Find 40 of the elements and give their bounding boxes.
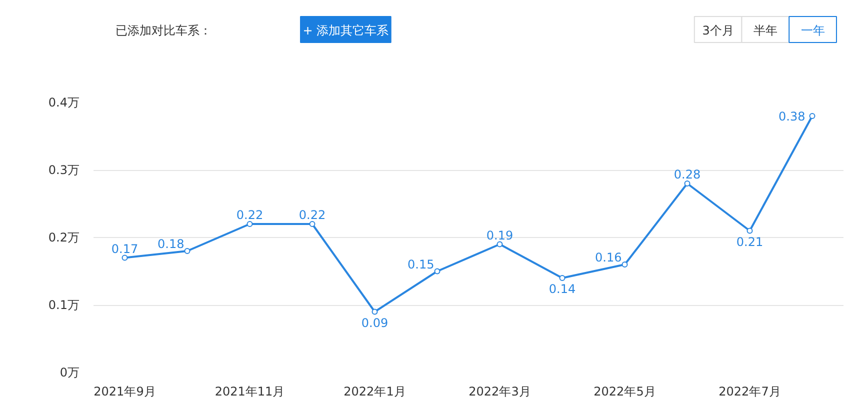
data-label: 0.22: [236, 208, 264, 222]
y-tick-label: 0万: [60, 366, 80, 380]
point: [309, 221, 316, 227]
y-tick-label: 0.3万: [48, 163, 80, 177]
point: [434, 268, 440, 274]
data-label: 0.21: [736, 234, 764, 249]
point: [184, 248, 190, 254]
text: 半年: [753, 24, 778, 38]
data-label: 0.18: [158, 237, 184, 251]
x-tick-label: 2022年7月: [718, 384, 781, 398]
data-label: 0.15: [408, 257, 434, 272]
point: [809, 113, 816, 119]
text: 3个月: [702, 24, 734, 38]
point: [372, 308, 378, 315]
x-tick-label: 2021年9月: [94, 384, 156, 398]
point: [684, 180, 690, 186]
data-label: 0.09: [361, 316, 388, 330]
x-tick-label: 2021年11月: [214, 384, 285, 398]
point: [122, 254, 128, 261]
data-label: 0.16: [595, 250, 622, 264]
y-tick-label: 0.2万: [48, 230, 80, 244]
point: [746, 228, 753, 234]
text: + 添加其它车系: [302, 24, 389, 38]
y-tick-label: 0.4万: [48, 96, 80, 110]
text: 已添加对比车系：: [115, 24, 212, 38]
x-tick-label: 2022年1月: [344, 384, 406, 398]
data-label: 0.22: [298, 208, 326, 222]
point: [622, 262, 628, 268]
x-tick-label: 2022年5月: [594, 384, 656, 398]
data-label: 0.14: [548, 282, 576, 296]
point: [246, 221, 253, 227]
data-label: 0.19: [486, 228, 514, 242]
data-label: 0.28: [674, 168, 701, 182]
data-label: 0.38: [778, 110, 806, 124]
point: [496, 241, 503, 248]
y-tick-label: 0.1万: [48, 298, 80, 312]
point: [559, 275, 566, 281]
text: 一年: [800, 24, 825, 38]
x-tick-label: 2022年3月: [468, 384, 531, 398]
data-label: 0.17: [111, 242, 138, 256]
